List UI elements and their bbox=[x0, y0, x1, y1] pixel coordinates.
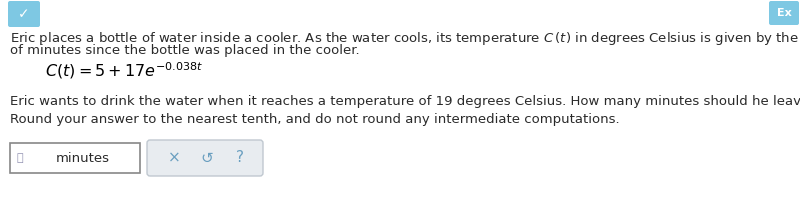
Text: Ex: Ex bbox=[777, 8, 791, 18]
FancyBboxPatch shape bbox=[147, 140, 263, 176]
Text: minutes: minutes bbox=[56, 151, 110, 165]
Text: Eric wants to drink the water when it reaches a temperature of 19 degrees Celsiu: Eric wants to drink the water when it re… bbox=[10, 95, 800, 108]
Text: Eric places a bottle of water inside a cooler. As the water cools, its temperatu: Eric places a bottle of water inside a c… bbox=[10, 30, 800, 47]
Text: $C(t)=5+17e^{-0.038t}$: $C(t)=5+17e^{-0.038t}$ bbox=[45, 60, 203, 81]
FancyBboxPatch shape bbox=[8, 1, 40, 27]
Text: ?: ? bbox=[236, 151, 244, 166]
Text: of minutes since the bottle was placed in the cooler.: of minutes since the bottle was placed i… bbox=[10, 44, 360, 57]
Text: ✓: ✓ bbox=[18, 7, 30, 21]
Text: Round your answer to the nearest tenth, and do not round any intermediate comput: Round your answer to the nearest tenth, … bbox=[10, 113, 620, 126]
Bar bbox=[10, 143, 140, 173]
Text: ⬜: ⬜ bbox=[17, 153, 23, 163]
Text: ↺: ↺ bbox=[201, 151, 214, 166]
FancyBboxPatch shape bbox=[769, 1, 799, 25]
Text: ×: × bbox=[168, 151, 181, 166]
